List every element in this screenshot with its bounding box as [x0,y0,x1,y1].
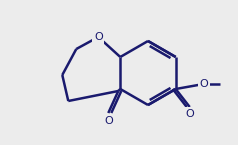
Text: O: O [104,116,113,126]
Text: O: O [94,32,103,42]
Text: O: O [185,109,194,119]
Text: O: O [199,79,208,89]
